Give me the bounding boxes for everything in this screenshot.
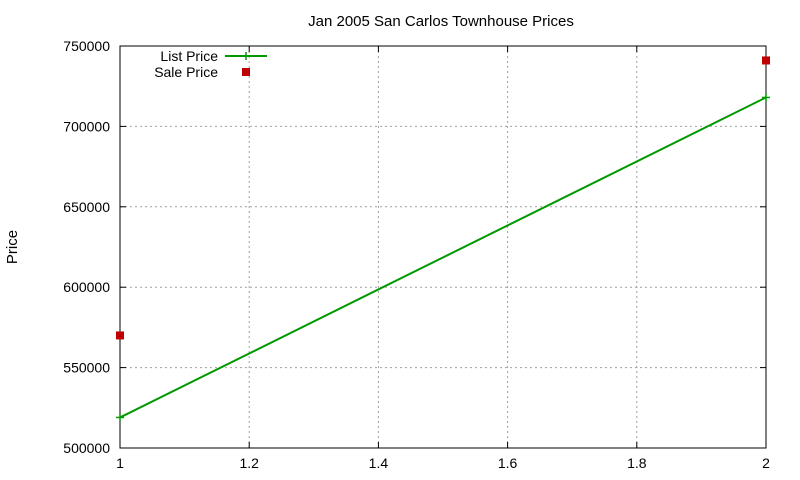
y-tick-label: 650000	[63, 199, 110, 215]
y-tick-label: 550000	[63, 360, 110, 376]
series-layer	[116, 56, 770, 422]
y-tick-label: 500000	[63, 440, 110, 456]
list-price-line	[119, 96, 767, 419]
x-tick-label: 1.4	[369, 455, 389, 471]
x-tick-label: 1.8	[627, 455, 647, 471]
y-tick-label: 600000	[63, 279, 110, 295]
legend-label-sale-price: Sale Price	[154, 64, 218, 80]
y-tick-label: 750000	[63, 38, 110, 54]
x-tick-label: 1.2	[239, 455, 259, 471]
list-price-point	[762, 93, 770, 102]
x-tick-label: 1.6	[498, 455, 518, 471]
x-tick-label: 1	[116, 455, 124, 471]
legend-marker-sale-price	[242, 68, 250, 76]
chart-title: Jan 2005 San Carlos Townhouse Prices	[308, 13, 574, 30]
sale-price-point	[116, 331, 124, 340]
list-price-point	[116, 413, 124, 422]
y-axis-label: Price	[4, 230, 21, 264]
plot-frame	[119, 45, 767, 449]
legend-label-list-price: List Price	[160, 48, 218, 64]
sale-price-point	[762, 56, 770, 65]
x-tick-label: 2	[762, 455, 770, 471]
grid-lines	[120, 46, 766, 448]
legend-marker-list-price	[242, 52, 250, 60]
axis-ticks: 1 1.2 1.4 1.6 1.8 2 500000 550000 600000 650000 70…	[63, 38, 770, 471]
y-tick-label: 700000	[63, 118, 110, 134]
